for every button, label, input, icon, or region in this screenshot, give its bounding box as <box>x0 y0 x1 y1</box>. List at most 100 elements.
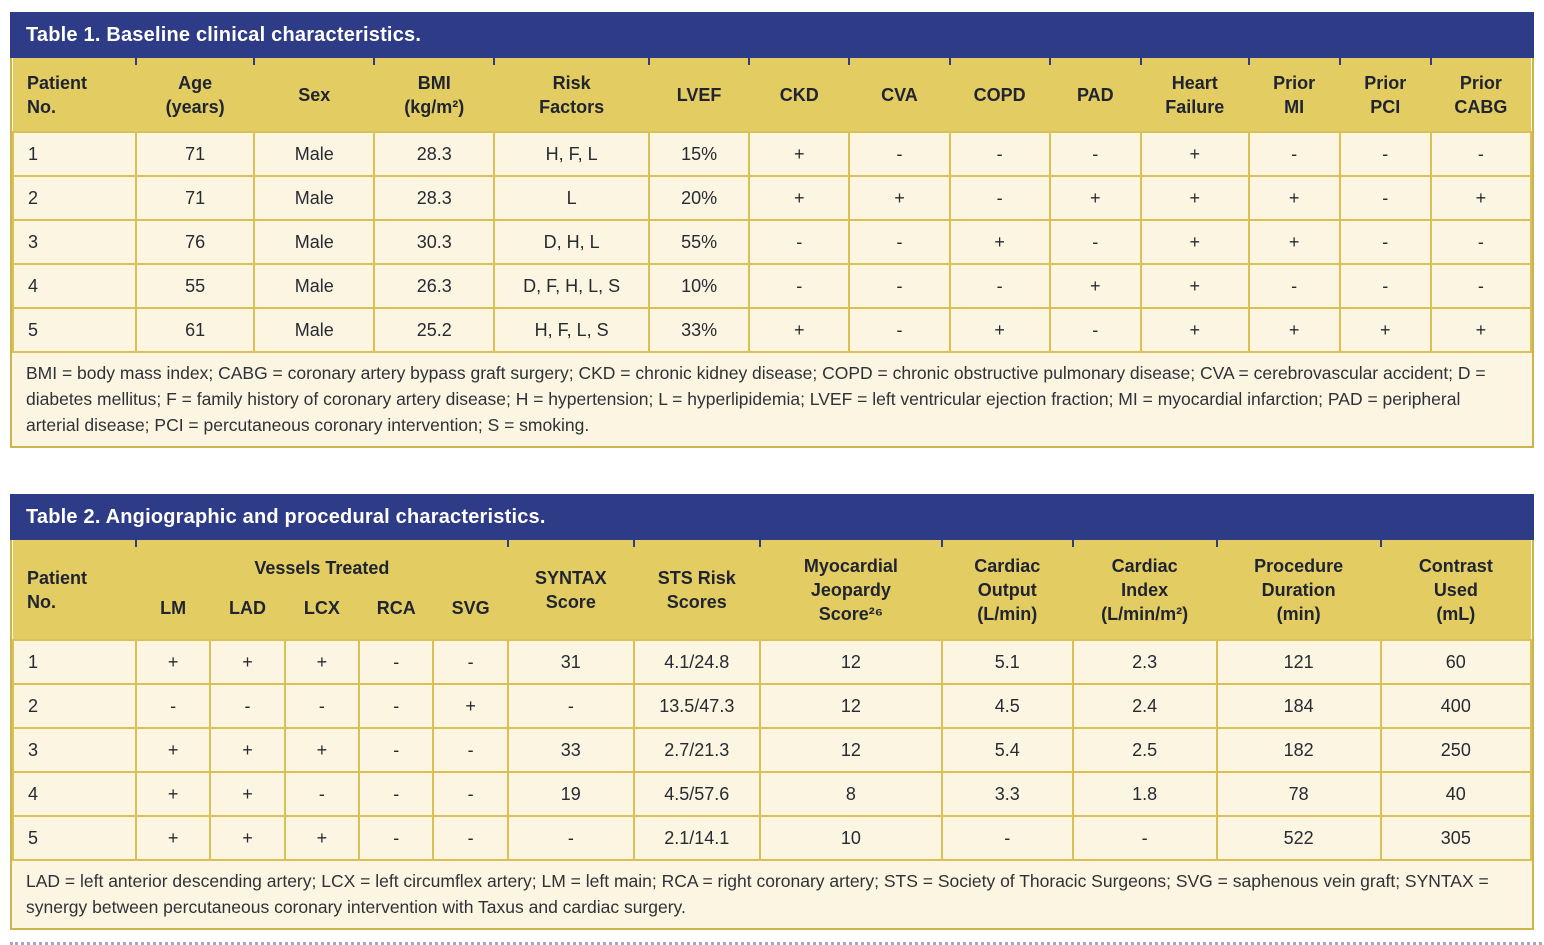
table-cell: - <box>848 263 951 309</box>
table-cell: Male <box>253 263 376 309</box>
col-header-patient-no: Patient No. <box>13 58 136 132</box>
table-cell: 12 <box>758 727 943 773</box>
table-cell: D, F, H, L, S <box>493 263 651 309</box>
table-cell: - <box>432 639 509 685</box>
table-cell: - <box>1338 175 1432 221</box>
table-cell: + <box>283 815 361 861</box>
table-cell: + <box>1247 175 1341 221</box>
table-cell: 26.3 <box>373 263 496 309</box>
table-cell: - <box>848 219 951 265</box>
table-cell: + <box>134 771 212 817</box>
table-cell: - <box>209 683 286 729</box>
col-header-cardiac-output: Cardiac Output (L/min) <box>940 540 1073 640</box>
table-cell: 5 <box>12 815 137 861</box>
table-cell: 25.2 <box>373 307 496 353</box>
col-header-myocardial-jeopardy-score: Myocardial Jeopardy Score²⁶ <box>758 540 942 640</box>
table-cell: + <box>209 815 286 861</box>
table-row: 2- - - - + -13.5/47.3 12 4.5 2.4 184 400 <box>12 683 1533 729</box>
table-row: 3 + + + - -33 2.7/21.3 12 5.4 2.5 182 250 <box>12 727 1533 773</box>
table-cell: + <box>1429 307 1533 353</box>
table-cell: + <box>283 639 361 685</box>
col-header-contrast-used: Contrast Used (mL) <box>1379 540 1531 640</box>
table-cell: 78 <box>1215 771 1382 817</box>
table-cell: - <box>848 307 951 353</box>
table-cell: 2.5 <box>1071 727 1218 773</box>
table-cell: + <box>748 131 851 177</box>
table-cell: + <box>134 727 212 773</box>
table-cell: - <box>1429 131 1533 177</box>
table-cell: + <box>283 727 361 773</box>
table-cell: 400 <box>1379 683 1533 729</box>
table1-footnote: BMI = body mass index; CABG = coronary a… <box>12 353 1532 446</box>
table-cell: - <box>940 815 1074 861</box>
table-cell: - <box>283 683 361 729</box>
table-cell: D, H, L <box>493 219 651 265</box>
table-cell: 33 <box>506 727 635 773</box>
table-cell: - <box>1247 263 1341 309</box>
table-cell: 2.3 <box>1071 639 1218 685</box>
table2-title-bar: Table 2. Angiographic and procedural cha… <box>10 494 1534 540</box>
table-cell: 10% <box>648 263 751 309</box>
table-cell: 12 <box>758 639 943 685</box>
col-header-ckd: CKD <box>748 58 850 132</box>
table-cell: - <box>358 683 435 729</box>
table-cell: 30.3 <box>373 219 496 265</box>
table-cell: 5 <box>12 307 137 353</box>
table-row: 4 55 Male 26.3 D, F, H, L, S 10% - - - + + - - - <box>12 263 1533 309</box>
table-cell: 184 <box>1215 683 1382 729</box>
table-cell: 15% <box>648 131 751 177</box>
table-cell: 3 <box>12 727 137 773</box>
table1-body: Patient No. Age (years) Sex BMI (kg/m²) … <box>10 58 1534 448</box>
table-cell: + <box>1338 307 1432 353</box>
col-header-prior-cabg: Prior CABG <box>1429 58 1531 132</box>
table-cell: 10 <box>758 815 943 861</box>
table-cell: - <box>948 131 1051 177</box>
table-cell: 1.8 <box>1071 771 1218 817</box>
table2-body: Patient No. Vessels Treated SYNTAX Score… <box>10 540 1534 930</box>
col-header-lvef: LVEF <box>648 58 750 132</box>
table-cell: - <box>432 771 509 817</box>
table-cell: 3.3 <box>940 771 1074 817</box>
table-cell: 4 <box>12 263 137 309</box>
table-cell: - <box>283 771 361 817</box>
table2-rows: 1 + + + - -31 4.1/24.8 12 5.1 2.3 121 60 2- - - - + -13.5… <box>12 639 1533 861</box>
table-cell: - <box>948 263 1051 309</box>
table-cell: Male <box>253 307 376 353</box>
table2-header: Patient No. Vessels Treated SYNTAX Score… <box>13 540 1531 640</box>
table-cell: + <box>948 307 1051 353</box>
table2-card: Table 2. Angiographic and procedural cha… <box>10 494 1534 930</box>
table-cell: 2.1/14.1 <box>632 815 761 861</box>
table-cell: + <box>848 175 951 221</box>
table-row: 1 + + + - -31 4.1/24.8 12 5.1 2.3 121 60 <box>12 639 1533 685</box>
table-cell: H, F, L, S <box>493 307 651 353</box>
table-cell: - <box>1247 131 1341 177</box>
table-cell: + <box>1139 175 1250 221</box>
table-cell: + <box>209 771 286 817</box>
table-cell: - <box>1048 219 1142 265</box>
table-cell: + <box>1048 263 1142 309</box>
table-row: 4 + + - - -19 4.5/57.6 8 3.3 1.8 78 40 <box>12 771 1533 817</box>
table-cell: + <box>748 307 851 353</box>
table-cell: 13.5/47.3 <box>632 683 761 729</box>
table-cell: H, F, L <box>493 131 651 177</box>
table-cell: - <box>358 815 435 861</box>
table-cell: - <box>358 727 435 773</box>
table2: Patient No. Vessels Treated SYNTAX Score… <box>12 540 1533 861</box>
col-header-lad: LAD <box>210 596 285 640</box>
table-cell: 250 <box>1379 727 1533 773</box>
table-cell: + <box>1139 263 1250 309</box>
table-cell: + <box>948 219 1051 265</box>
table-cell: - <box>506 815 635 861</box>
table-cell: 2 <box>12 175 137 221</box>
col-header-heart-failure: Heart Failure <box>1139 58 1249 132</box>
table-row: 2 71 Male 28.3 L 20% + + - + + + - + <box>12 175 1533 221</box>
table-cell: + <box>1247 219 1341 265</box>
table-cell: 71 <box>134 175 256 221</box>
table-cell: 12 <box>758 683 943 729</box>
table-cell: 55 <box>134 263 256 309</box>
table2-header-row-2: LM LAD LCX RCA SVG <box>13 596 1531 640</box>
table-cell: - <box>1071 815 1218 861</box>
col-header-sex: Sex <box>253 58 375 132</box>
table-cell: - <box>134 683 212 729</box>
